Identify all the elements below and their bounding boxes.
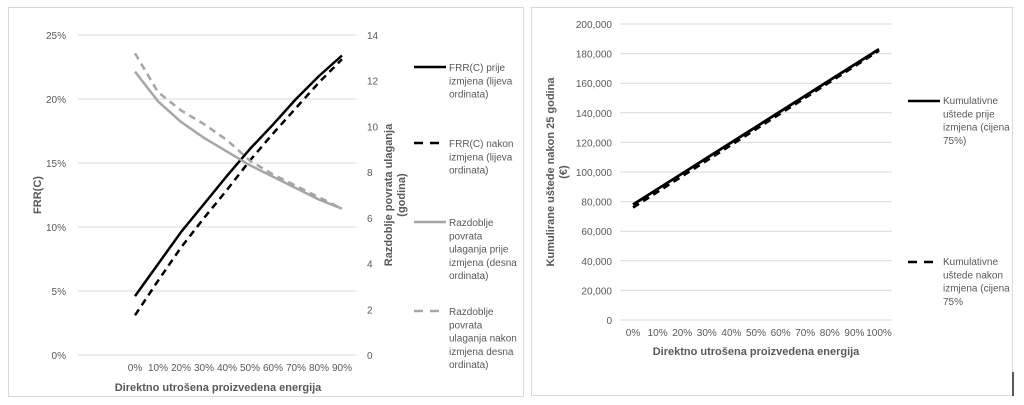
legend-label: ordinata) [449, 166, 488, 177]
right-y-tick-label: 10 [367, 122, 379, 133]
right-chart-y-axis-title-line1: Kumulirane uštede nakon 25 godina [545, 77, 557, 267]
right-chart-x-tick-label: 20% [672, 328, 692, 339]
right-y-tick-label: 8 [367, 168, 373, 179]
left-y-tick-label: 5% [52, 287, 67, 298]
right-y-tick-label: 14 [367, 31, 379, 42]
x-tick-label: 10% [148, 363, 168, 374]
right-y-tick-label: 6 [367, 214, 373, 225]
x-tick-label: 20% [171, 363, 191, 374]
right-y-axis-title-line1: Razdoblje povrata ulaganja [383, 123, 395, 266]
legend-label: povrata [449, 231, 483, 242]
x-tick-label: 0% [128, 363, 143, 374]
right-chart-y-tick-label: 140,000 [576, 109, 613, 120]
right-chart-y-tick-label: 80,000 [581, 198, 612, 209]
right-legend-label: Kumulativne [943, 257, 998, 268]
left-chart-frame [8, 7, 524, 397]
legend-label: FRR(C) prije [449, 63, 506, 74]
legend-label: ordinata) [449, 90, 488, 101]
legend-label: Razdoblje [449, 218, 494, 229]
right-chart-y-tick-label: 180,000 [576, 50, 613, 61]
right-legend-label: izmjena (cijena [943, 123, 1010, 134]
x-axis-title: Direktno utrošena proizvedena energija [115, 382, 322, 394]
right-y-tick-label: 2 [367, 305, 373, 316]
right-chart-y-tick-label: 60,000 [581, 227, 612, 238]
right-series-line-2 [632, 49, 880, 209]
x-tick-label: 80% [309, 363, 329, 374]
left-y-tick-label: 0% [52, 351, 67, 362]
legend-label: izmjena (desna [449, 258, 517, 269]
right-chart-y-tick-label: 200,000 [576, 20, 613, 31]
right-chart-y-tick-label: 0 [606, 316, 612, 327]
left-y-axis-title: FRR(C) [32, 176, 44, 214]
legend-label: izmjena (lijeva [449, 76, 513, 87]
right-series-line-1 [632, 48, 880, 206]
text-cursor-bar [1012, 372, 1014, 396]
series-line-2 [133, 58, 343, 316]
right-legend-label: uštede nakon [943, 270, 1003, 281]
left-y-tick-label: 25% [46, 31, 66, 42]
right-chart-x-axis-title: Direktno utrošena proizvedena energija [653, 346, 860, 358]
legend-label: ordinata) [449, 271, 488, 282]
left-y-tick-label: 10% [46, 223, 66, 234]
legend-label: ulaganja prije [449, 245, 509, 256]
right-legend-label: 75%) [943, 136, 966, 147]
x-tick-label: 30% [194, 363, 214, 374]
left-y-tick-label: 15% [46, 159, 66, 170]
legend-label: povrata [449, 320, 483, 331]
right-chart-x-tick-label: 0% [626, 328, 641, 339]
right-y-tick-label: 4 [367, 260, 373, 271]
legend-label: izmjena (lijeva [449, 152, 513, 163]
x-tick-label: 40% [217, 363, 237, 374]
x-tick-label: 70% [286, 363, 306, 374]
right-chart-x-tick-label: 50% [746, 328, 766, 339]
legend-label: Razdoblje [449, 307, 494, 318]
right-chart-x-tick-label: 10% [648, 328, 668, 339]
right-y-tick-label: 12 [367, 77, 379, 88]
right-chart-y-axis-title-line2: (€) [558, 165, 570, 179]
legend-label: FRR(C) nakon [449, 139, 513, 150]
right-chart-x-tick-label: 30% [697, 328, 717, 339]
legend-label: izmjena desna [449, 347, 514, 358]
right-chart-y-tick-label: 100,000 [576, 168, 613, 179]
right-chart-x-tick-label: 40% [721, 328, 741, 339]
x-tick-label: 50% [240, 363, 260, 374]
right-legend-label: 75% [943, 297, 963, 308]
right-y-axis-title-line2: (godina) [396, 173, 408, 217]
x-tick-label: 60% [263, 363, 283, 374]
right-y-tick-label: 0 [367, 351, 373, 362]
right-legend-label: izmjena (cijena [943, 284, 1010, 295]
legend-label: ordinata) [449, 360, 488, 371]
right-chart-x-tick-label: 80% [820, 328, 840, 339]
series-line-3 [134, 70, 343, 210]
legend-label: ulaganja nakon [449, 334, 517, 345]
right-chart-x-tick-label: 60% [771, 328, 791, 339]
series-line-4 [133, 52, 343, 210]
right-chart-x-tick-label: 70% [795, 328, 815, 339]
right-chart-x-tick-label: 90% [844, 328, 864, 339]
right-chart-y-tick-label: 160,000 [576, 79, 613, 90]
right-chart-y-tick-label: 120,000 [576, 138, 613, 149]
series-line-1 [133, 54, 343, 297]
right-chart-y-tick-label: 40,000 [581, 257, 612, 268]
x-tick-label: 90% [332, 363, 352, 374]
right-legend-label: Kumulativne [943, 96, 998, 107]
right-legend-label: uštede prije [943, 109, 995, 120]
left-y-tick-label: 20% [46, 95, 66, 106]
right-chart-y-tick-label: 20,000 [581, 286, 612, 297]
right-chart-x-tick-label: 100% [866, 328, 892, 339]
